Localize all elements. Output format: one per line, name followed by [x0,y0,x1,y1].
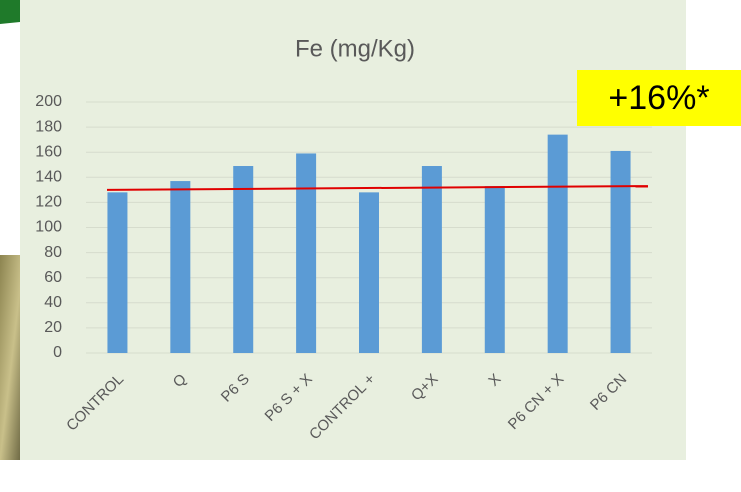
y-tick-label: 140 [35,169,62,186]
bar [359,192,379,353]
annotation: +16%* [608,79,709,117]
chart-title: Fe (mg/Kg) [295,35,415,62]
y-tick-label: 100 [35,219,62,236]
y-tick-label: 0 [53,344,62,361]
y-tick-label: 160 [35,143,62,160]
bar [107,192,127,353]
y-tick-label: 200 [35,93,62,110]
y-tick-label: 180 [35,118,62,135]
bar [170,181,190,353]
bar [296,153,316,353]
y-tick-label: 60 [44,269,62,286]
y-tick-label: 20 [44,319,62,336]
y-tick-label: 120 [35,194,62,211]
bar [485,186,505,353]
bar [611,151,631,353]
bar [548,135,568,353]
y-tick-label: 80 [44,244,62,261]
y-tick-label: 40 [44,294,62,311]
slide: Fe (mg/Kg) 020406080100120140160180200CO… [0,0,741,487]
bar [422,166,442,353]
bar [233,166,253,353]
